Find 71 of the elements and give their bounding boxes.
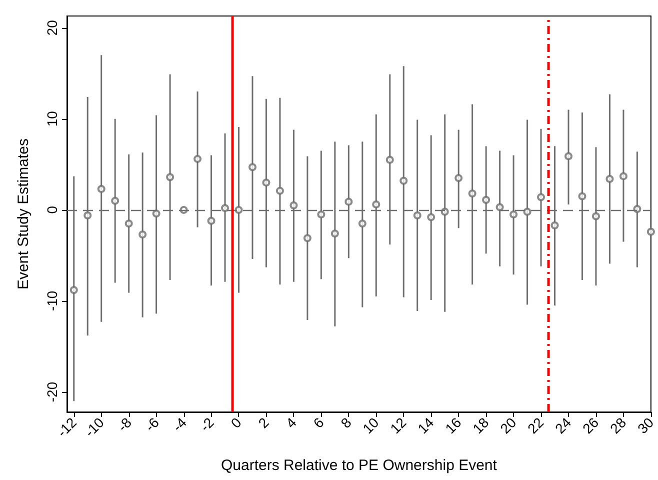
point (400, 176, 408, 185)
y-tick-label: 20 (44, 20, 60, 36)
x-tick-label: -8 (114, 414, 135, 434)
point (482, 196, 490, 204)
point (372, 200, 380, 208)
x-tick-label: 20 (496, 414, 520, 437)
point (564, 152, 572, 160)
x-tick-label: 14 (414, 414, 437, 437)
point (440, 208, 449, 216)
point (646, 228, 655, 236)
point (427, 213, 436, 222)
y-tick-label: 10 (44, 110, 60, 127)
point (578, 192, 586, 200)
x-tick-label: 12 (386, 414, 410, 437)
point (70, 286, 78, 294)
point (84, 211, 92, 220)
x-tick-label: 6 (310, 414, 327, 432)
x-tick-label: 10 (359, 414, 382, 437)
point (496, 203, 504, 212)
point (111, 196, 120, 205)
point (633, 204, 642, 213)
x-tick-label: 30 (634, 414, 657, 437)
point (290, 201, 298, 210)
x-tick-label: -6 (142, 414, 162, 434)
point (510, 210, 518, 218)
x-tick-label: 18 (469, 414, 492, 437)
y-axis-title: Event Study Estimates (15, 138, 32, 290)
x-tick-label: -10 (81, 414, 108, 440)
y-tick-label: 0 (44, 206, 60, 214)
point (523, 208, 532, 216)
point (317, 210, 326, 218)
x-tick-label: -4 (169, 414, 190, 434)
point (550, 221, 559, 230)
point (468, 190, 476, 198)
point (262, 178, 270, 187)
point (248, 163, 256, 172)
x-tick-label: 28 (606, 414, 630, 437)
point (386, 156, 394, 164)
x-tick-label: 26 (579, 414, 602, 437)
point (537, 193, 546, 202)
x-tick-label: -12 (54, 414, 80, 440)
x-tick-label: 4 (282, 414, 300, 432)
x-tick-label: 24 (552, 414, 574, 437)
point (592, 212, 600, 220)
x-tick-label: 8 (338, 414, 354, 432)
point (303, 234, 312, 242)
point (138, 230, 147, 238)
x-tick-label: 16 (442, 414, 464, 437)
x-axis-title: Quarters Relative to PE Ownership Event (220, 457, 498, 474)
x-tick-label: 2 (255, 414, 272, 432)
point (454, 174, 463, 182)
point (358, 220, 366, 228)
y-tick-label: -20 (44, 382, 60, 402)
point (276, 186, 284, 195)
x-tick-label: 0 (228, 414, 245, 432)
point (330, 230, 339, 238)
point (124, 220, 133, 228)
x-tick-label: -2 (196, 414, 218, 434)
point (97, 184, 106, 193)
y-tick-label: -10 (44, 290, 60, 312)
point (413, 211, 422, 220)
point (207, 216, 216, 225)
point (152, 210, 160, 218)
point (619, 172, 628, 180)
point (344, 198, 353, 206)
point (194, 154, 202, 163)
point (234, 206, 243, 214)
point (221, 204, 230, 212)
x-tick-label: 22 (524, 414, 547, 437)
point (166, 173, 174, 182)
point (606, 174, 614, 183)
